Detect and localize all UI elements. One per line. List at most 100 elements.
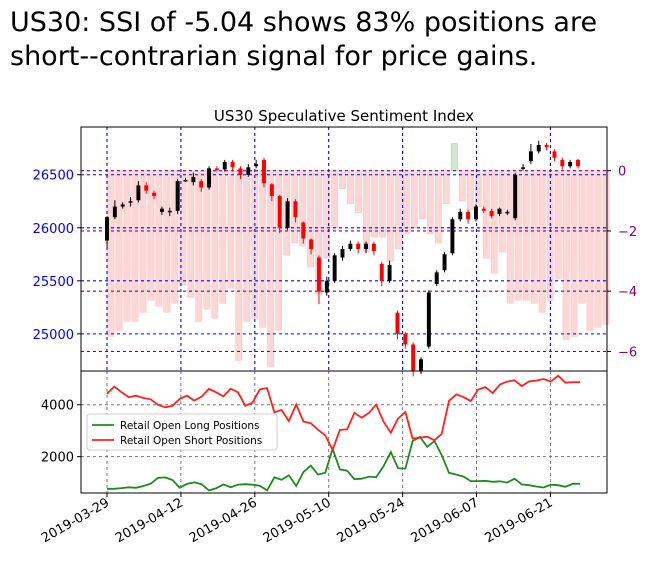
ssi-bar [379,170,386,238]
candle-body [411,344,416,371]
ssi-bar [387,170,394,262]
candle-body [458,211,463,220]
ssi-bar [363,170,370,253]
ssi-bar [243,170,251,322]
candle-body [371,243,376,252]
candle-body [536,145,541,152]
legend-label: Retail Open Short Positions [120,435,262,447]
legend: Retail Open Long Positions Retail Open Sh… [86,413,278,451]
candle-body [120,204,125,207]
ssi-bar [562,170,570,340]
candle-body [419,359,423,371]
candle-body [316,257,321,292]
ssi-tick-label: −4 [618,285,637,300]
ssi-bar [419,170,426,220]
candle-body [222,162,227,170]
ssi-bar [514,170,522,301]
price-tick-label: 26500 [33,169,74,184]
candle-body [473,206,478,220]
ssi-bar [147,170,155,301]
ssi-bar [307,170,314,268]
value-tick-label: 4000 [41,399,74,414]
ssi-bar [235,170,243,361]
candle-body [262,159,266,184]
candle-body [175,181,180,211]
ssi-bar [219,170,227,304]
ssi-bar [482,170,490,259]
ssi-bar [203,170,211,310]
legend-label: Retail Open Long Positions [120,420,260,432]
price-tick-label: 25500 [33,275,74,290]
date-tick-label: 2019-06-21 [482,495,555,546]
ssi-bar [275,170,283,331]
ssi-bar [411,170,418,229]
candle-body [324,280,329,293]
candle-body [309,239,314,249]
candle-body [560,159,565,167]
price-tick-label: 25000 [33,328,74,343]
ssi-bar [538,170,546,313]
ssi-bar [578,170,586,304]
ssi-bar [506,170,514,304]
ssi-bar [115,170,123,331]
candle-body [466,211,471,220]
candle-body [403,333,408,345]
candle-body [152,192,157,196]
candle-body [395,312,400,334]
ssi-bar [323,170,330,259]
candle-body [426,292,431,347]
date-tick-label: 2019-04-26 [187,495,260,546]
candle-body [552,151,557,158]
candle-body [489,210,494,217]
chart-title: US30 Speculative Sentiment Index [214,107,474,125]
candle-body [513,174,518,219]
candle-body [183,180,188,182]
candle-body [277,195,282,228]
date-tick-label: 2019-05-24 [335,495,408,546]
ssi-bar [426,170,434,235]
positions-panel-frame [80,370,608,494]
candle-body [238,168,243,175]
ssi-bar [442,170,450,205]
candle-body [128,201,133,203]
candle-body [379,263,384,281]
sentiment-panel: US30 Speculative Sentiment Index 25000 255… [33,107,637,377]
ssi-bar [530,170,538,304]
ssi-bar [267,170,275,367]
candle-body [528,151,533,161]
ssi-bar [450,143,458,171]
candle-body [434,272,439,285]
ssi-bar [594,170,602,328]
ssi-tick-label: 0 [618,165,626,180]
ssi-bar [259,170,267,328]
candle-body [214,168,219,170]
candle-body [285,201,290,228]
value-tick-label: 2000 [41,451,74,466]
candle-body [191,176,196,183]
ssi-bar [155,170,163,307]
candle-body [568,162,573,167]
ssi-bar [554,170,562,280]
candle-body [356,243,361,249]
ssi-bar [371,170,378,238]
candle-body [348,243,353,249]
ssi-bar [123,170,131,322]
candle-body [301,222,306,239]
date-tick-label: 2019-03-29 [39,495,112,546]
candle-body [332,255,337,281]
ssi-bar [331,170,338,229]
ssi-bar [171,170,179,304]
ssi-bar [227,170,235,289]
candle-body [112,206,117,218]
candle-body [497,208,502,214]
candle-body [505,211,510,214]
ssi-bar [434,170,442,244]
ssi-bar [490,170,498,274]
candle-body [199,181,204,188]
date-tick-label: 2019-04-12 [113,495,186,546]
ssi-bar [107,170,115,337]
ssi-bar [403,170,410,235]
candle-body [254,164,259,167]
